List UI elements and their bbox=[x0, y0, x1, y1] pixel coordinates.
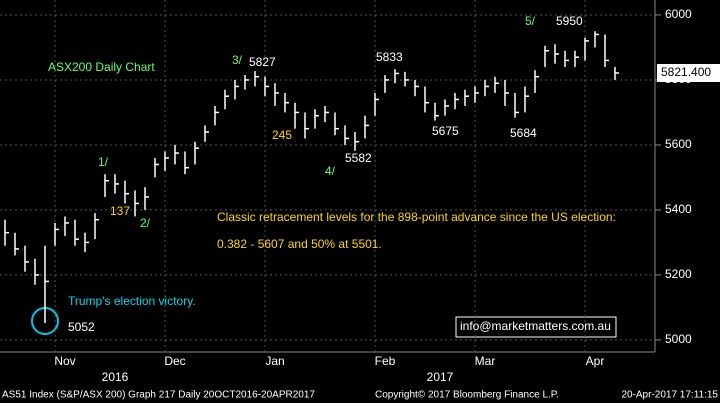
footer-text: AS51 Index (S&P/ASX 200) Graph 217 Daily… bbox=[2, 390, 315, 401]
annotation: Trump's election victory. bbox=[68, 294, 196, 308]
annotation: 245 bbox=[272, 128, 292, 142]
year-label: 2016 bbox=[102, 370, 129, 384]
annotation: info@marketmatters.com.au bbox=[460, 319, 611, 333]
annotation: 1/ bbox=[98, 155, 109, 169]
email-box bbox=[455, 316, 617, 338]
x-tick-label: Nov bbox=[54, 354, 75, 368]
annotation: Classic retracement levels for the 898-p… bbox=[217, 210, 616, 224]
annotation: 0.382 - 5607 and 50% at 5501. bbox=[217, 237, 382, 251]
annotation: 2/ bbox=[140, 216, 151, 230]
annotation: 5/ bbox=[525, 14, 536, 28]
y-tick-label: 5200 bbox=[665, 267, 692, 281]
annotation: 5684 bbox=[510, 126, 537, 140]
y-tick-label: 5600 bbox=[665, 137, 692, 151]
x-tick-label: Dec bbox=[164, 354, 185, 368]
footer-text: Copyright© 2017 Bloomberg Finance L.P. bbox=[375, 390, 559, 401]
y-tick-label: 6000 bbox=[665, 7, 692, 21]
annotation: 5582 bbox=[345, 151, 372, 165]
year-label: 2017 bbox=[427, 370, 454, 384]
annotation: 5052 bbox=[68, 320, 95, 334]
annotation: 3/ bbox=[232, 53, 243, 67]
x-tick-label: Feb bbox=[375, 354, 396, 368]
annotation: 137 bbox=[110, 204, 130, 218]
y-tick-label: 5400 bbox=[665, 202, 692, 216]
last-price-box bbox=[657, 63, 720, 82]
chart-title: ASX200 Daily Chart bbox=[48, 60, 155, 74]
annotation: 5827 bbox=[249, 55, 276, 69]
annotation: 5675 bbox=[432, 124, 459, 138]
annotation: 4/ bbox=[325, 164, 336, 178]
x-tick-label: Jan bbox=[265, 354, 284, 368]
x-tick-label: Apr bbox=[586, 354, 605, 368]
y-tick-label: 5000 bbox=[665, 332, 692, 346]
x-tick-label: Mar bbox=[475, 354, 496, 368]
annotation: 5833 bbox=[376, 50, 403, 64]
last-price-label: 5821.400 bbox=[661, 65, 711, 79]
annotation: 5950 bbox=[556, 14, 583, 28]
footer-text: 20-Apr-2017 17:11:15 bbox=[621, 390, 718, 401]
